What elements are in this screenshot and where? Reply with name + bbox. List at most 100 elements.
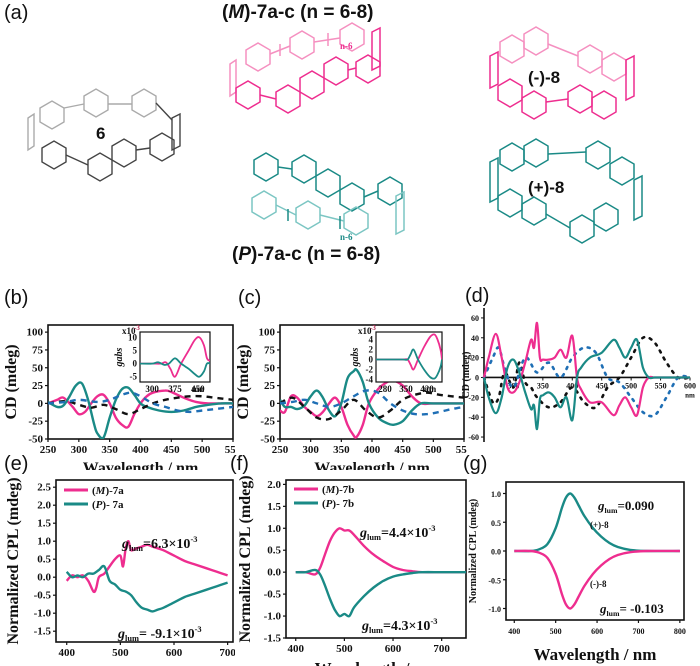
inset-x-tick-label: 375	[168, 384, 182, 394]
glum-annotation: glum=4.3×10-3	[361, 617, 437, 635]
glum-value: =0.090	[618, 498, 655, 513]
x-tick-label: 450	[163, 444, 180, 456]
inset-y-tick-label: 0	[369, 355, 374, 365]
glum-annotation: glum= -0.103	[599, 601, 664, 618]
curve-label-plus-8: (+)-8	[590, 520, 609, 530]
x-axis-label: Wavelength / nm	[83, 460, 199, 470]
x-tick-label: 450	[394, 444, 411, 456]
inset-x-tick-label: 450	[191, 384, 205, 394]
series-line--p-7a	[48, 381, 233, 439]
x-tick-label: 550	[225, 444, 235, 456]
y-tick-label: 75	[32, 344, 44, 356]
glum-annotation: glum=4.4×10-3	[359, 524, 435, 542]
y-tick-label: -50	[28, 434, 43, 446]
compound-label-plus-8: (+)-8	[528, 178, 565, 197]
glum-symbol: g	[599, 601, 607, 616]
glum-symbol: g	[117, 627, 125, 642]
inset-scale-exponent: -3	[370, 324, 376, 332]
series-line--p-7a	[65, 564, 228, 613]
x-tick-label: 500	[625, 381, 637, 390]
y-tick-label: 25	[264, 380, 276, 392]
series-line--8	[482, 337, 690, 431]
inset-y-tick-label: -5	[130, 372, 138, 382]
glum-annotation: glum= -9.1×10-3	[117, 625, 202, 643]
y-tick-label: 25	[32, 380, 44, 392]
series-line-ref-1	[280, 391, 464, 421]
x-tick-label: 500	[112, 647, 129, 659]
y-axis-label: Normalized CPL (mdeg)	[237, 475, 254, 642]
series-line--8	[514, 492, 680, 553]
y-tick-label: -20	[468, 393, 479, 402]
title-p-italic: P	[238, 244, 252, 265]
y-tick-label: 40	[471, 334, 479, 343]
series-line-ref-2	[48, 391, 233, 414]
y-tick-label: 0.0	[37, 572, 51, 584]
series-line--8	[514, 549, 680, 610]
glum-subscript: lum	[367, 533, 381, 542]
chart-g-cpl: -1.0 -0.5 0.0 0.5 1.0 400 500 600 700 800 Waveleng…	[468, 481, 686, 664]
inset-x-tick-label: 420	[420, 384, 434, 394]
x-tick-label: 450	[596, 381, 608, 390]
glum-value: = -9.1×10	[139, 627, 195, 642]
inset-x-unit: nm	[192, 384, 205, 394]
glum-annotation: glum=0.090	[597, 498, 654, 515]
nanohoop-minus-8	[489, 26, 635, 120]
x-axis-label: Wavelength / nm	[315, 659, 438, 666]
panel-label-b: (b)	[4, 287, 29, 309]
glum-symbol: g	[361, 619, 369, 634]
y-tick-label: 0	[270, 398, 276, 410]
inset-y-tick-label: -2	[366, 365, 374, 375]
x-tick-label: 400	[287, 643, 304, 655]
x-tick-label: 550	[655, 381, 667, 390]
y-tick-label: -1.0	[488, 605, 501, 614]
inset-series-line	[376, 348, 442, 380]
series-line-ref-2	[280, 389, 464, 416]
series-line-ref-2	[482, 346, 692, 418]
glum-value: = -0.103	[620, 601, 665, 616]
x-tick-label: 400	[58, 647, 75, 659]
repeat-label-m: n-6	[340, 41, 353, 51]
glum-exponent: -3	[428, 524, 435, 533]
y-tick-label: 0.0	[267, 567, 281, 579]
nanohoop-6	[27, 88, 181, 182]
series-line--m-7b	[295, 527, 466, 576]
title-p-7a-c: (P)-7a-c (n = 6-8)	[232, 244, 380, 266]
molecular-structures: n-6 n-6	[27, 22, 643, 244]
series-line--p-7b	[280, 367, 464, 427]
y-tick-label: -50	[260, 434, 275, 446]
x-axis-label: Wavelength / nm	[314, 460, 430, 470]
y-tick-label: 0	[475, 373, 479, 382]
y-tick-label: 1.0	[267, 523, 281, 535]
y-tick-label: 100	[259, 327, 276, 339]
inset-y-tick-label: 0	[133, 359, 138, 369]
title-m-7a-c: (M)-7a-c (n = 6-8)	[222, 2, 374, 24]
x-tick-label: 350	[537, 381, 549, 390]
panel-label-c: (c)	[238, 287, 262, 309]
x-tick-label: 500	[194, 444, 211, 456]
inset-y-tick-label: 5	[133, 345, 138, 355]
glum-subscript: lum	[607, 609, 621, 618]
legend-label: (P)- 7b	[322, 498, 354, 510]
x-tick-label: 250	[40, 444, 57, 456]
y-tick-label: -0.5	[488, 576, 501, 585]
y-axis-label: Normalized CPL (mdeg)	[468, 499, 479, 603]
y-tick-label: -1.5	[34, 626, 52, 638]
inset-x-tick-label: 350	[399, 384, 413, 394]
title-p-suffix: )-7a-c (n = 6-8)	[251, 244, 381, 265]
y-tick-label: 20	[471, 354, 479, 363]
glum-value: =6.3×10	[143, 537, 190, 552]
y-tick-label: 60	[471, 314, 479, 323]
series-group	[295, 527, 466, 618]
y-tick-label: 75	[264, 344, 276, 356]
legend-label: (P)- 7a	[92, 499, 124, 511]
y-tick-label: -1.0	[34, 608, 52, 620]
x-axis-label: Wavelength / nm	[83, 663, 206, 666]
y-tick-label: -40	[468, 413, 479, 422]
inset-y-tick-label: 10	[128, 332, 138, 342]
chart-e-cpl: -1.5 -1.0 -0.5 0.0 0.5 1.0 1.5 2.0 2.5 400 500 600 7…	[5, 477, 235, 666]
glum-annotation: glum=6.3×10-3	[121, 535, 197, 553]
x-tick-label: 700	[632, 627, 644, 636]
x-tick-label: 250	[272, 444, 289, 456]
series-line-ref-1	[48, 394, 233, 416]
